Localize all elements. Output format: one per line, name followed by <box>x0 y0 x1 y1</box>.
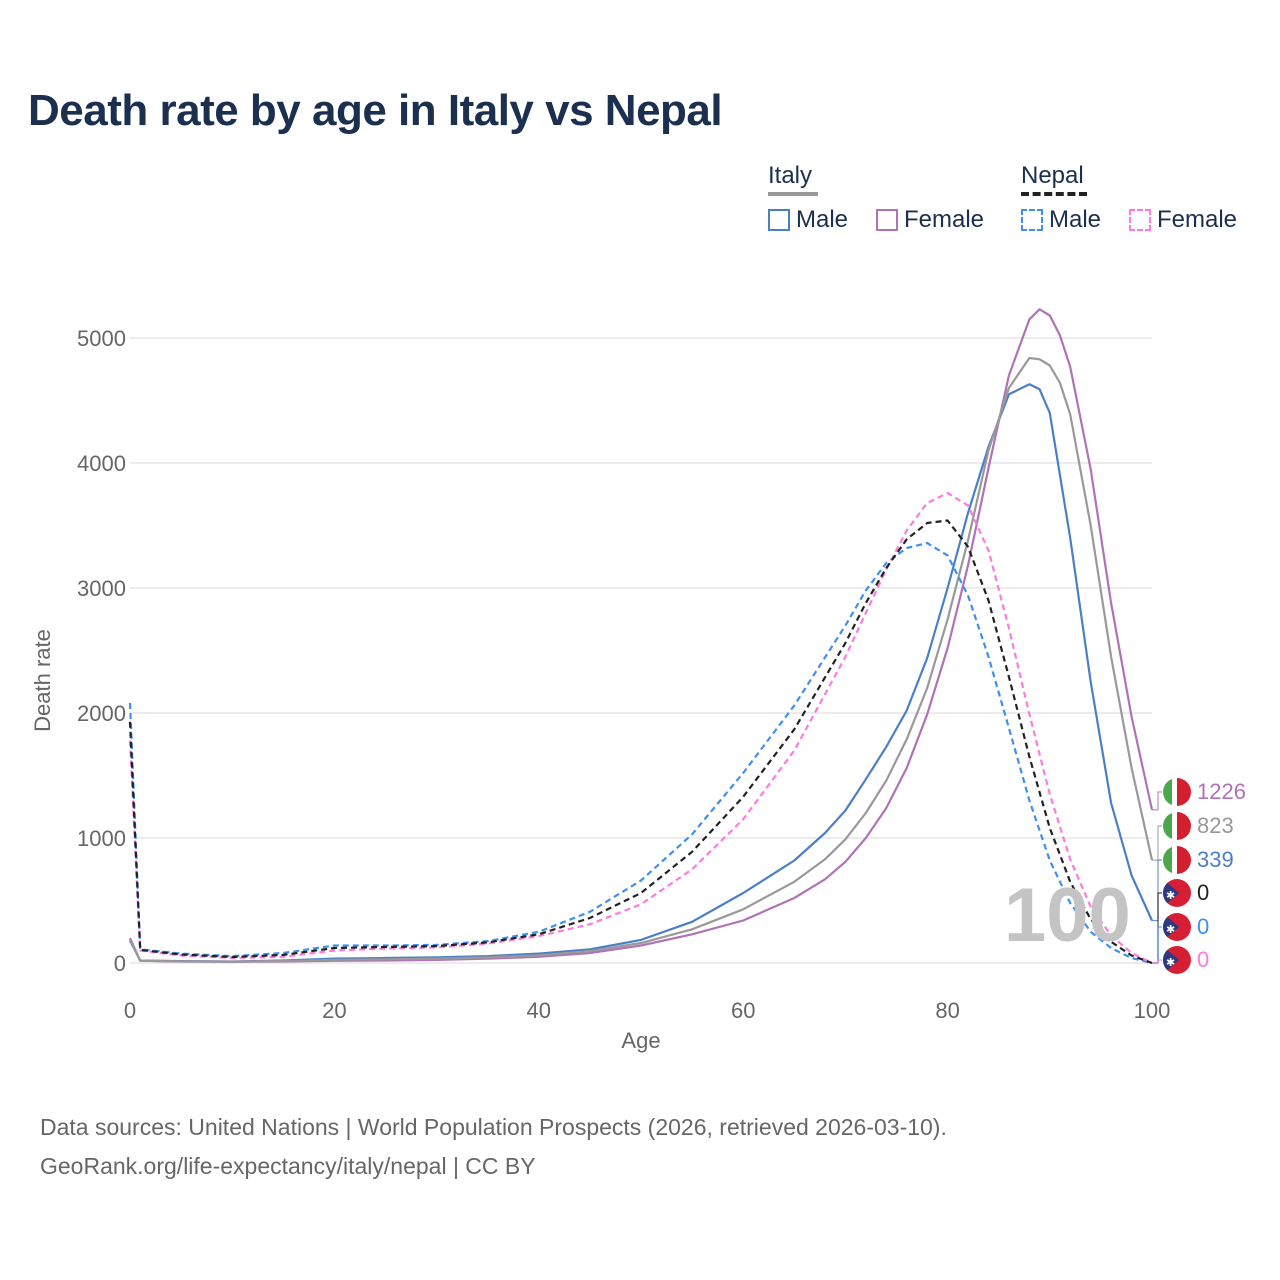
end-label-connector <box>1152 825 1162 861</box>
series-line-italy-female <box>128 308 1154 963</box>
end-label-connector <box>1152 892 1162 964</box>
footer-sources: Data sources: United Nations | World Pop… <box>40 1114 947 1140</box>
nepal-flag-icon <box>1163 913 1191 941</box>
nepal-flag-icon <box>1163 946 1191 974</box>
x-axis-title: Age <box>621 1028 660 1053</box>
x-tick-label: 40 <box>527 998 551 1023</box>
end-value-label: 0 <box>1197 880 1210 905</box>
x-tick-label: 80 <box>935 998 959 1023</box>
y-axis-title: Death rate <box>30 629 55 732</box>
end-value-label: 1226 <box>1197 779 1246 804</box>
end-value-label: 0 <box>1197 914 1210 939</box>
x-tick-label: 20 <box>322 998 346 1023</box>
footer: Data sources: United Nations | World Pop… <box>40 1108 947 1186</box>
end-value-label: 0 <box>1197 947 1210 972</box>
x-tick-label: 0 <box>124 998 136 1023</box>
italy-flag-icon <box>1163 846 1191 874</box>
footer-attribution: GeoRank.org/life-expectancy/italy/nepal … <box>40 1153 536 1179</box>
italy-flag-icon <box>1163 778 1191 806</box>
y-tick-label: 1000 <box>77 826 126 851</box>
y-tick-label: 3000 <box>77 576 126 601</box>
italy-flag-icon <box>1163 812 1191 840</box>
end-label-connector <box>1152 791 1162 811</box>
y-tick-label: 0 <box>114 951 126 976</box>
end-label-connector <box>1152 859 1162 922</box>
end-label-connector <box>1152 926 1162 964</box>
nepal-flag-icon <box>1163 879 1191 907</box>
series-line-nepal-total <box>128 519 1153 965</box>
y-tick-label: 4000 <box>77 451 126 476</box>
end-label-connector <box>1152 959 1162 964</box>
end-value-label: 823 <box>1197 813 1234 838</box>
chart-title: Death rate by age in Italy vs Nepal <box>28 86 723 135</box>
series-line-nepal-male <box>128 541 1153 965</box>
age-watermark: 100 <box>1004 873 1131 958</box>
series-line-nepal-female <box>128 491 1153 964</box>
end-value-label: 339 <box>1197 847 1234 872</box>
x-tick-label: 100 <box>1134 998 1171 1023</box>
y-tick-label: 5000 <box>77 326 126 351</box>
series-line-italy-total <box>129 356 1154 963</box>
x-tick-label: 60 <box>731 998 755 1023</box>
series-line-italy-male <box>129 383 1154 963</box>
y-tick-label: 2000 <box>77 701 126 726</box>
